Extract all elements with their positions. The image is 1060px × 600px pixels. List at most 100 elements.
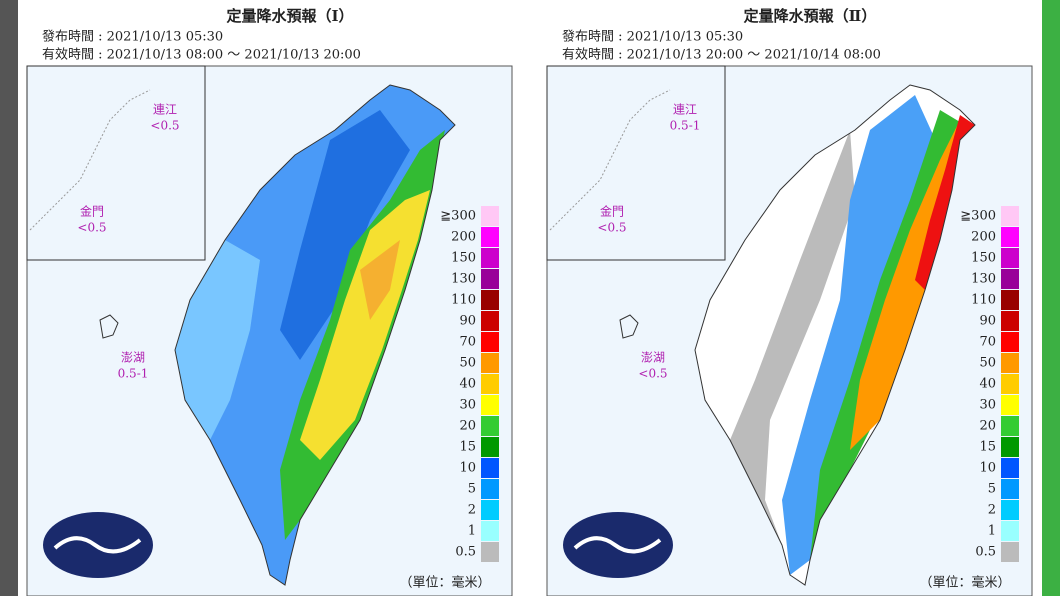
legend-swatch [481, 479, 499, 499]
rain-area [850, 120, 960, 450]
legend-swatch [1001, 416, 1019, 436]
rain-area [782, 95, 940, 575]
legend-label: 130 [451, 272, 476, 287]
legend-label: 0.5 [975, 545, 996, 560]
legend-swatch [1001, 521, 1019, 541]
legend-swatch [1001, 311, 1019, 331]
legend-swatch [1001, 479, 1019, 499]
coast [549, 89, 671, 231]
legend-label: 15 [979, 440, 996, 455]
legend-swatch [1001, 353, 1019, 373]
legend-label: ≧300 [440, 209, 476, 224]
legend-label: 40 [979, 377, 996, 392]
legend-label: 90 [979, 314, 996, 329]
issued-time: 發布時間 : 2021/10/13 05:30 [562, 30, 743, 45]
legend-swatch [481, 248, 499, 268]
legend-label: 1 [988, 524, 996, 539]
legend-label: 150 [451, 251, 476, 266]
taiwan-outline [174, 84, 456, 586]
legend-label: 20 [459, 419, 476, 434]
legend-swatch [481, 500, 499, 520]
legend-label: 0.5 [455, 545, 476, 560]
panel-title: 定量降水預報（Ⅱ） [744, 7, 877, 25]
penghu [619, 314, 639, 339]
legend-swatch [481, 269, 499, 289]
legend-swatch [1001, 269, 1019, 289]
island-value: <0.5 [597, 221, 626, 235]
legend-swatch [481, 521, 499, 541]
island-value: <0.5 [150, 119, 179, 133]
island-value: 0.5-1 [118, 367, 149, 381]
rain-area [300, 190, 430, 460]
legend-label: 40 [459, 377, 476, 392]
taiwan-outline [694, 84, 976, 586]
legend-label: 2 [468, 503, 476, 518]
rain-area [360, 240, 400, 320]
legend-swatch [481, 374, 499, 394]
island-value: <0.5 [77, 221, 106, 235]
coast [29, 89, 151, 231]
legend-swatch [481, 332, 499, 352]
legend-label: 90 [459, 314, 476, 329]
legend-swatch [1001, 395, 1019, 415]
legend-label: 50 [459, 356, 476, 371]
legend-swatch [1001, 374, 1019, 394]
rain-area [730, 130, 855, 545]
legend-swatch [481, 542, 499, 562]
panel-title: 定量降水預報（Ⅰ） [226, 7, 353, 25]
island-name: 澎湖 [641, 350, 665, 365]
inset-frame [546, 65, 726, 261]
island-name: 金門 [80, 204, 104, 219]
panel: 定量降水預報（Ⅱ）發布時間 : 2021/10/13 05:30 有效時間 : 2… [546, 7, 1033, 597]
legend-swatch [481, 206, 499, 226]
legend-swatch [481, 353, 499, 373]
legend-label: ≧300 [960, 209, 996, 224]
legend-swatch [1001, 248, 1019, 268]
legend-swatch [1001, 500, 1019, 520]
legend-label: 5 [988, 482, 996, 497]
right-edge [1042, 0, 1060, 596]
rain-map [695, 85, 975, 585]
legend-label: 130 [971, 272, 996, 287]
island-name: 連江 [673, 103, 697, 117]
rain-area [280, 110, 410, 360]
legend-swatch [1001, 458, 1019, 478]
legend-label: 200 [971, 230, 996, 245]
legend-swatch [1001, 437, 1019, 457]
valid-time: 有效時間 : 2021/10/13 08:00 ～ 2021/10/13 20:… [42, 48, 361, 63]
panel: 定量降水預報（Ⅰ）發布時間 : 2021/10/13 05:30 有效時間 : 2… [26, 7, 513, 597]
legend-swatch [481, 311, 499, 331]
legend-label: 1 [468, 524, 476, 539]
island-value: 0.5-1 [670, 119, 701, 133]
logo-wave [573, 536, 662, 554]
issued-time: 發布時間 : 2021/10/13 05:30 [42, 30, 223, 45]
island-name: 連江 [153, 103, 177, 117]
legend-swatch [481, 227, 499, 247]
legend-swatch [481, 437, 499, 457]
legend-label: 70 [979, 335, 996, 350]
legend-swatch [481, 290, 499, 310]
legend-swatch [1001, 206, 1019, 226]
logo-wave [53, 536, 142, 554]
rain-map [175, 85, 455, 585]
left-edge [0, 0, 18, 596]
unit: （單位：毫米） [399, 575, 490, 591]
legend-label: 30 [459, 398, 476, 413]
legend-label: 30 [979, 398, 996, 413]
legend-swatch [481, 395, 499, 415]
rain-area [915, 115, 975, 290]
island-value: <0.5 [638, 367, 667, 381]
inset-frame [26, 65, 206, 261]
legend-label: 150 [971, 251, 996, 266]
island-name: 金門 [600, 204, 624, 219]
valid-time: 有效時間 : 2021/10/13 20:00 ～ 2021/10/14 08:… [562, 48, 881, 63]
legend-swatch [481, 416, 499, 436]
legend-swatch [481, 458, 499, 478]
legend-label: 2 [988, 503, 996, 518]
legend-label: 50 [979, 356, 996, 371]
legend-label: 20 [979, 419, 996, 434]
island-name: 澎湖 [121, 350, 145, 365]
legend-label: 200 [451, 230, 476, 245]
legend-label: 110 [451, 293, 476, 308]
